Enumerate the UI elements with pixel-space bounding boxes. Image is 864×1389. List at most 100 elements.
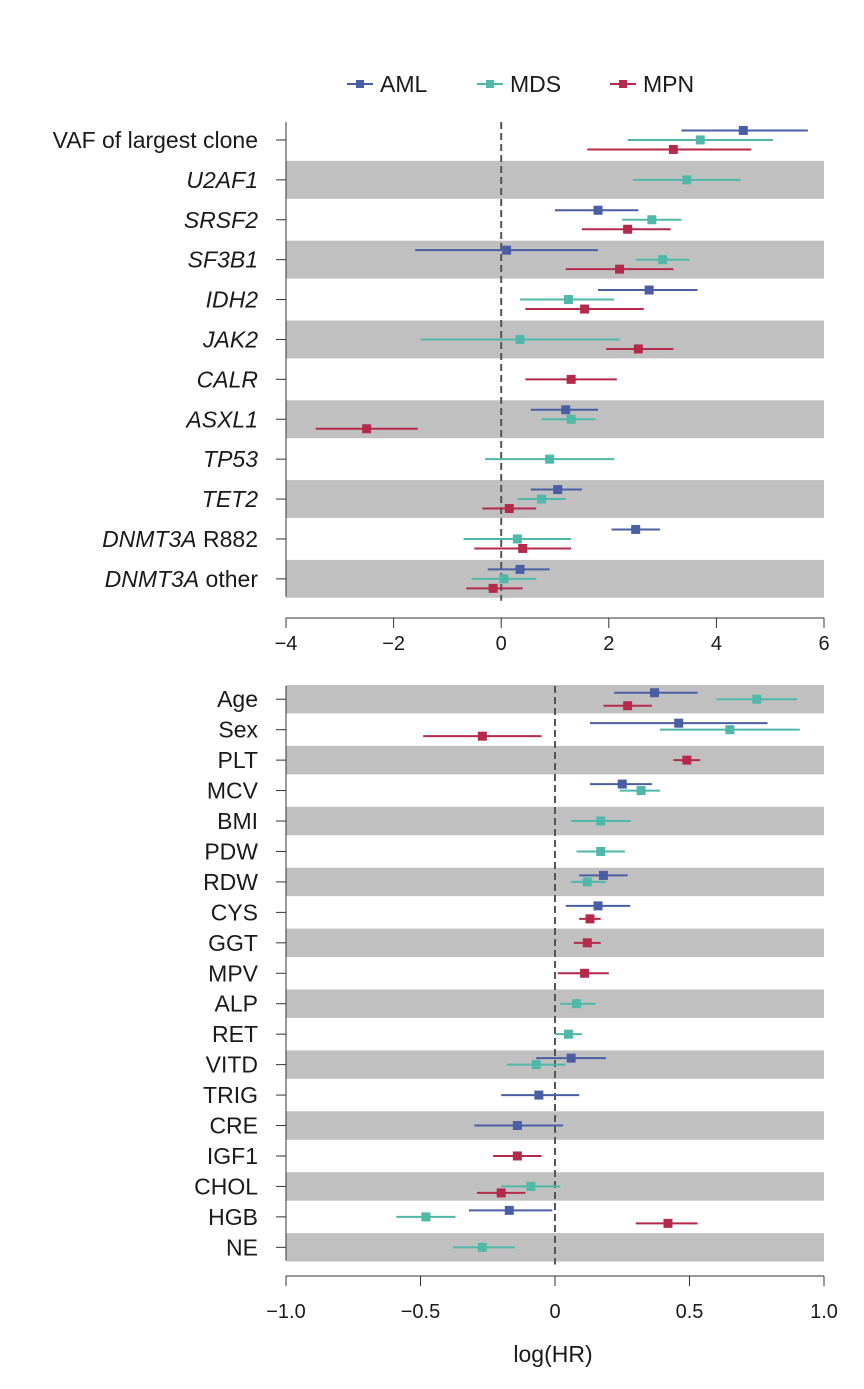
ci-cys-aml-point [593, 901, 603, 911]
row-label-trig: TRIG [203, 1082, 258, 1108]
row-label-bmi: BMI [217, 808, 258, 834]
ci-sex-aml-point [674, 718, 684, 728]
ci-sf3b1-mds-point [658, 255, 668, 265]
ci-calr-mpn-point [566, 374, 576, 384]
ci-jak2-mds-point [515, 334, 525, 344]
row-label-suffix: other [199, 566, 258, 592]
ci-vaf-of-largest-clone-aml-point [738, 125, 748, 135]
ci-vaf-of-largest-clone-mpn-point [668, 144, 678, 154]
ci-rdw-mds-point [582, 877, 592, 887]
row-label-alp: ALP [215, 991, 258, 1017]
row-label-mpv: MPV [208, 960, 259, 986]
legend-label-mds: MDS [510, 71, 561, 97]
row-label-plt: PLT [218, 747, 258, 773]
row-label-ggt: GGT [208, 930, 258, 956]
ci-chol-mds-point [526, 1181, 536, 1191]
row-label-rdw: RDW [203, 869, 258, 895]
ci-hgb-mds-point [421, 1212, 431, 1222]
legend-swatch-aml [356, 80, 364, 88]
row-label-gene: IDH2 [206, 287, 259, 313]
legend-label-aml: AML [380, 71, 428, 97]
ci-srsf2-aml-point [593, 205, 603, 215]
row-label-gene: SRSF2 [184, 207, 258, 233]
row-label-pdw: PDW [204, 838, 258, 864]
ci-igf1-mpn-point [512, 1151, 522, 1161]
x-tick-label-4: 4 [711, 633, 722, 655]
ci-srsf2-mpn-point [623, 224, 633, 234]
x-tick-label-4: 1.0 [810, 1301, 838, 1323]
ci-hgb-mpn-point [663, 1218, 673, 1228]
ci-u2af1-mds-point [682, 175, 692, 185]
ci-mcv-mds-point [636, 786, 646, 796]
x-tick-label-1: −2 [382, 633, 405, 655]
x-tick-label-0: −4 [275, 633, 298, 655]
x-tick-label-2: 0 [496, 633, 507, 655]
ci-vitd-mds-point [531, 1060, 541, 1070]
ci-sex-mpn-point [477, 731, 487, 741]
panel-biomarkers: Age Sex PLT MCV BMI PDW RDW CYS GGT MPV ALP RET VITD… [194, 685, 838, 1323]
ci-jak2-mpn-point [633, 344, 643, 354]
legend-swatch-mpn [619, 80, 627, 88]
legend-swatch-mds [486, 80, 494, 88]
row-label-gene: TET2 [202, 486, 258, 512]
row-label-tp53: TP53 [203, 446, 258, 472]
row-label-vaf-of-largest-clone: VAF of largest clone [53, 127, 258, 153]
ci-dnmt3a-other-aml-point [515, 564, 525, 574]
ci-mpv-mpn-point [580, 968, 590, 978]
row-label-chol: CHOL [194, 1173, 258, 1199]
legend-item-mpn: MPN [610, 71, 694, 97]
row-label-sf3b1: SF3B1 [188, 247, 258, 273]
row-band-rdw [286, 867, 824, 897]
row-label-hgb: HGB [208, 1204, 258, 1230]
row-label-gene: SF3B1 [188, 247, 258, 273]
legend-item-aml: AML [347, 71, 428, 97]
row-label-mcv: MCV [207, 778, 259, 804]
ci-ggt-mpn-point [582, 938, 592, 948]
ci-idh2-mds-point [563, 295, 573, 305]
row-label-gene: DNMT3A [105, 566, 200, 592]
panel-mutations: VAF of largest clone U2AF1 SRSF2 SF3B1 IDH2 J… [53, 122, 830, 655]
legend: AML MDS MPN [347, 71, 694, 97]
ci-age-aml-point [650, 688, 660, 698]
ci-mcv-aml-point [617, 779, 627, 789]
ci-dnmt3a-r882-mds-point [512, 534, 522, 544]
row-label-cre: CRE [209, 1113, 258, 1139]
ci-tet2-mds-point [537, 494, 547, 504]
row-label-jak2: JAK2 [202, 326, 258, 352]
row-label-gene: TP53 [203, 446, 258, 472]
ci-dnmt3a-r882-mpn-point [518, 543, 528, 553]
ci-sex-mds-point [725, 725, 735, 735]
ci-tp53-mds-point [545, 454, 555, 464]
row-label-gene: U2AF1 [186, 167, 258, 193]
ci-ne-mds-point [477, 1242, 487, 1252]
ci-vitd-aml-point [566, 1053, 576, 1063]
ci-asxl1-aml-point [561, 405, 571, 415]
row-label-u2af1: U2AF1 [186, 167, 258, 193]
ci-hgb-aml-point [504, 1205, 514, 1215]
row-label-igf1: IGF1 [207, 1143, 258, 1169]
row-label-sex: Sex [218, 717, 258, 743]
ci-tet2-aml-point [553, 485, 563, 495]
row-label-suffix: R882 [197, 526, 258, 552]
row-label-cys: CYS [211, 899, 258, 925]
row-label-tet2: TET2 [202, 486, 258, 512]
ci-sf3b1-aml-point [502, 245, 512, 255]
ci-alp-mds-point [572, 999, 582, 1009]
ci-cys-mpn-point [585, 914, 595, 924]
ci-dnmt3a-other-mds-point [499, 574, 509, 584]
ci-chol-mpn-point [496, 1188, 506, 1198]
ci-asxl1-mpn-point [362, 424, 372, 434]
ci-asxl1-mds-point [566, 414, 576, 424]
row-label-vitd: VITD [206, 1052, 258, 1078]
x-axis-title: log(HR) [513, 1341, 592, 1367]
ci-idh2-mpn-point [580, 304, 590, 314]
x-tick-label-0: −1.0 [266, 1301, 305, 1323]
ci-rdw-aml-point [598, 870, 608, 880]
ci-trig-aml-point [534, 1090, 544, 1100]
ci-dnmt3a-other-mpn-point [488, 583, 498, 593]
row-label-gene: ASXL1 [184, 406, 258, 432]
ci-tet2-mpn-point [504, 504, 514, 514]
row-label-calr: CALR [197, 366, 258, 392]
